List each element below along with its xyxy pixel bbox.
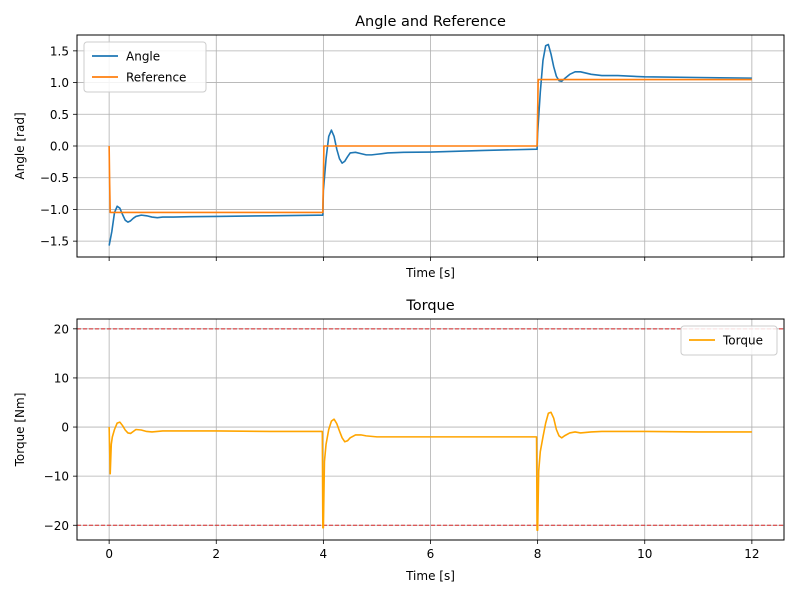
torque-x-tick-label: 12 [744, 547, 759, 561]
torque-x-tick-label: 0 [105, 547, 113, 561]
angle-y-axis-label: Angle [rad] [13, 112, 27, 179]
torque-ticks: 0 2 4 6 8 10 12 −20 −10 0 10 20 [44, 322, 760, 561]
angle-y-tick-label: 0.0 [50, 140, 69, 154]
angle-y-tick-label: 1.5 [50, 44, 69, 58]
angle-y-tick-label: 1.0 [50, 76, 69, 90]
angle-legend: Angle Reference [83, 41, 207, 93]
angle-legend-label: Reference [126, 71, 186, 85]
torque-x-tick-label: 4 [320, 547, 328, 561]
torque-series-group [108, 411, 752, 531]
torque-limit-lines [77, 328, 784, 526]
angle-x-axis-label: Time [s] [405, 266, 455, 280]
torque-chart-title: Torque [405, 298, 454, 314]
angle-chart-title: Angle and Reference [355, 14, 506, 30]
torque-x-tick-label: 2 [212, 547, 220, 561]
torque-subplot: 0 2 4 6 8 10 12 −20 −10 0 10 20 Torque Time [s] Tor… [13, 298, 785, 583]
angle-y-tick-label: −0.5 [40, 171, 69, 185]
torque-legend-box [680, 325, 778, 356]
torque-x-tick-label: 8 [534, 547, 542, 561]
torque-y-tick-label: −10 [44, 470, 69, 484]
torque-legend: Torque [680, 325, 778, 356]
angle-legend-box [83, 41, 207, 93]
angle-subplot: −1.5 −1.0 −0.5 0.0 0.5 1.0 1.5 Angle and Refer… [13, 14, 785, 280]
torque-legend-label: Torque [722, 334, 763, 348]
angle-series-reference-line [108, 78, 752, 214]
torque-y-tick-label: 10 [54, 371, 69, 385]
torque-y-tick-label: 0 [61, 421, 69, 435]
angle-ticks: −1.5 −1.0 −0.5 0.0 0.5 1.0 1.5 [40, 44, 753, 261]
torque-y-axis-label: Torque [Nm] [13, 393, 27, 468]
torque-x-tick-label: 6 [427, 547, 435, 561]
torque-x-axis-label: Time [s] [405, 569, 455, 583]
torque-grid [77, 319, 784, 540]
torque-series-torque-line [108, 411, 752, 531]
angle-series-group [108, 43, 752, 246]
torque-x-tick-label: 10 [637, 547, 652, 561]
angle-y-tick-label: 0.5 [50, 108, 69, 122]
angle-y-tick-label: −1.5 [40, 235, 69, 249]
torque-y-tick-label: −20 [44, 519, 69, 533]
angle-y-tick-label: −1.0 [40, 203, 69, 217]
torque-y-tick-label: 20 [54, 322, 69, 336]
angle-legend-label: Angle [126, 50, 160, 64]
